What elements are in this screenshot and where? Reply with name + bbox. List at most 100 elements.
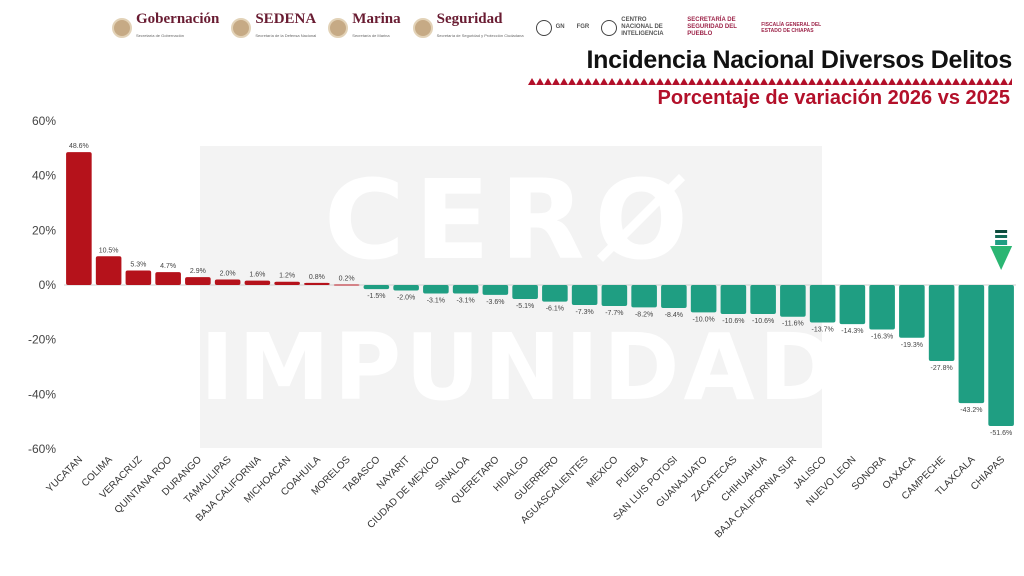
- logo-sub: Secretaría de Gobernación: [136, 33, 185, 38]
- data-label: 5.3%: [130, 262, 146, 269]
- y-tick-label: 40%: [32, 169, 56, 183]
- bar: [66, 152, 92, 285]
- logo-name: Seguridad: [436, 11, 503, 27]
- data-label: 4.7%: [160, 263, 176, 270]
- data-label: -19.3%: [901, 342, 923, 349]
- seal-icon: [112, 17, 132, 38]
- page-title: Incidencia Nacional Diversos Delitos: [586, 46, 1013, 74]
- bar: [542, 285, 568, 302]
- logo-seguridad: Seguridad Secretaría de Seguridad y Prote…: [412, 11, 524, 43]
- bar: [958, 285, 985, 404]
- y-tick-label: -40%: [28, 387, 56, 401]
- down-arrow-icon: [990, 246, 1013, 270]
- bar: [423, 285, 449, 294]
- category-label: GUANAJUATO: [654, 454, 710, 510]
- y-tick-label: 60%: [32, 114, 56, 128]
- data-label: -27.8%: [931, 365, 953, 372]
- bar: [512, 285, 538, 299]
- data-label: -7.3%: [575, 309, 593, 316]
- bar: [661, 285, 687, 308]
- data-label: -13.7%: [812, 326, 834, 333]
- arrow-stripe: [995, 235, 1008, 238]
- data-label: 1.2%: [279, 273, 295, 280]
- logo-name: Marina: [352, 11, 401, 27]
- data-label: -3.1%: [427, 297, 445, 304]
- seal-icon: [231, 17, 252, 38]
- bar: [363, 285, 390, 290]
- logo-marina: Marina Secretaría de Marina: [328, 11, 401, 43]
- bar: [631, 285, 657, 308]
- logo-sub: Secretaría de Marina: [352, 33, 390, 38]
- data-label: -8.2%: [635, 311, 653, 318]
- y-tick-label: 0%: [39, 278, 57, 292]
- data-label: -8.4%: [665, 312, 683, 319]
- header-bar: Gobernación Secretaría de Gobernación SED…: [0, 0, 1024, 44]
- data-label: -1.5%: [367, 293, 385, 300]
- bar: [304, 282, 330, 285]
- bar: [839, 285, 866, 325]
- logo-gn: GN: [535, 19, 565, 36]
- data-label: -10.0%: [693, 316, 715, 323]
- data-label: 10.5%: [99, 247, 119, 254]
- data-label: -10.6%: [752, 318, 774, 325]
- data-label: -3.6%: [486, 299, 504, 306]
- bar: [214, 279, 241, 285]
- data-label: -11.6%: [782, 321, 804, 328]
- logo-cni: CENTRO NACIONAL DE INTELIGENCIA: [601, 17, 675, 38]
- data-label: 48.6%: [69, 143, 89, 150]
- bar: [571, 285, 598, 305]
- y-tick-label: -20%: [28, 333, 56, 347]
- title-ornament: [528, 78, 1012, 85]
- bar: [155, 272, 181, 285]
- logo-cni-text: CENTRO NACIONAL DE INTELIGENCIA: [621, 17, 664, 37]
- data-label: -16.3%: [871, 334, 893, 341]
- data-label: -7.7%: [605, 310, 623, 317]
- bar: [780, 285, 806, 317]
- data-label: -10.6%: [722, 318, 744, 325]
- bar: [988, 285, 1014, 427]
- logo-name: Gobernación: [136, 11, 220, 27]
- bar: [452, 285, 479, 294]
- arrow-shaft: [995, 240, 1008, 245]
- data-label: 0.2%: [339, 275, 355, 282]
- watermark-line1: CERØ: [323, 156, 699, 284]
- logo-fiscalia: FISCALÍA GENERAL DEL ESTADO DE CHIAPAS: [761, 22, 825, 34]
- logo-sedena: SEDENA Secretaría de la Defensa Nacional: [231, 12, 316, 43]
- logo-fgr-text: FGR: [576, 24, 590, 30]
- bar: [482, 285, 509, 295]
- institution-logos: Gobernación Secretaría de Gobernación SED…: [112, 12, 825, 43]
- logo-ssp-text: SECRETARÍA DE SEGURIDAD DEL PUEBLO: [687, 17, 737, 37]
- data-label: -6.1%: [546, 306, 564, 313]
- logo-gobernacion: Gobernación Secretaría de Gobernación: [112, 12, 219, 43]
- bar: [928, 285, 955, 361]
- bar: [125, 270, 152, 285]
- logo-gn-text: GN: [555, 24, 565, 30]
- bar: [244, 280, 271, 285]
- data-label: 2.0%: [220, 271, 236, 278]
- data-label: -2.0%: [397, 294, 415, 301]
- seal-icon: [328, 17, 349, 38]
- page-subtitle: Porcentaje de variación 2026 vs 2025: [657, 87, 1010, 109]
- category-label: YUCATAN: [44, 454, 85, 495]
- data-label: 1.6%: [249, 272, 265, 279]
- bar: [393, 285, 419, 291]
- bar: [95, 256, 122, 285]
- data-label: -43.2%: [960, 407, 982, 414]
- data-label: -5.1%: [516, 303, 534, 310]
- watermark-line2: IMPUNIDAD: [200, 314, 840, 421]
- gn-emblem-icon: [535, 19, 552, 36]
- seal-icon: [412, 17, 433, 38]
- bar: [601, 285, 628, 307]
- data-label: 2.9%: [190, 268, 206, 275]
- data-label: -51.6%: [990, 430, 1012, 437]
- data-label: -14.3%: [841, 328, 863, 335]
- category-label: MEXICO: [585, 454, 621, 490]
- data-label: -3.1%: [456, 297, 474, 304]
- bar: [333, 284, 360, 286]
- bar: [185, 277, 211, 285]
- y-tick-label: 20%: [32, 223, 56, 237]
- bar: [750, 285, 776, 314]
- arrow-stripe: [995, 230, 1008, 233]
- logo-name: SEDENA: [255, 11, 317, 27]
- cni-emblem-icon: [601, 19, 618, 36]
